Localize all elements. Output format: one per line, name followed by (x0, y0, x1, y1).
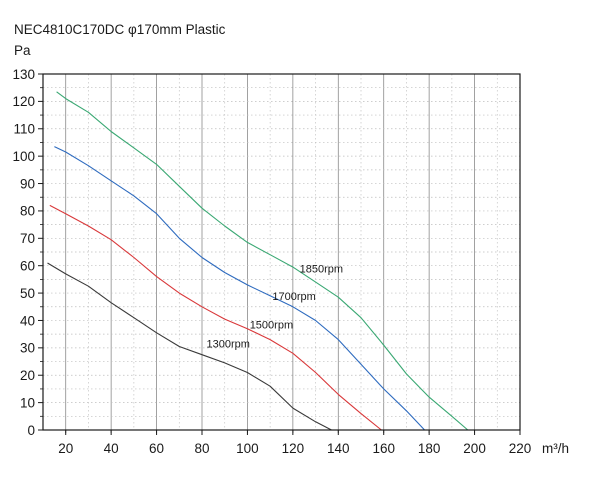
x-tick-label: 100 (236, 441, 259, 456)
y-tick-label: 120 (12, 94, 35, 109)
x-tick-label: 140 (327, 441, 350, 456)
y-tick-label: 50 (20, 286, 35, 301)
y-tick-label: 110 (13, 122, 35, 137)
y-tick-label: 100 (12, 149, 35, 164)
series-line-1700rpm (54, 146, 425, 431)
x-axis-unit: m³/h (542, 441, 569, 456)
y-axis-unit: Pa (14, 43, 31, 58)
series-label-1300rpm: 1300rpm (207, 339, 250, 351)
y-tick-label: 40 (20, 313, 35, 328)
grid-layer (43, 74, 520, 430)
y-tick-label: 90 (20, 176, 35, 191)
label-layer: 20 40 60 80 100 120 140 160 180 200 220 0 10 20 30 40 50… (12, 67, 569, 456)
x-tick-label: 80 (194, 441, 209, 456)
x-tick-label: 20 (58, 441, 73, 456)
y-tick-label: 70 (20, 231, 35, 246)
series-layer (47, 91, 469, 431)
y-tick-label: 10 (20, 395, 35, 410)
axis-layer (38, 73, 521, 435)
x-tick-label: 200 (463, 441, 486, 456)
series-line-1500rpm (49, 204, 382, 431)
series-label-1700rpm: 1700rpm (272, 291, 315, 303)
x-tick-label: 60 (149, 441, 164, 456)
x-tick-label: 120 (282, 441, 305, 456)
series-line-1300rpm (47, 262, 332, 431)
x-tick-label: 180 (418, 441, 441, 456)
x-tick-label: 160 (372, 441, 395, 456)
chart-title: NEC4810C170DC φ170mm Plastic (14, 22, 226, 37)
y-tick-label: 130 (12, 67, 35, 82)
y-tick-label: 0 (27, 423, 35, 438)
y-tick-label: 20 (20, 368, 35, 383)
series-label-1500rpm: 1500rpm (250, 320, 293, 332)
series-line-1850rpm (56, 91, 469, 431)
x-tick-label: 40 (104, 441, 119, 456)
series-label-1850rpm: 1850rpm (300, 263, 343, 275)
y-tick-label: 30 (20, 341, 35, 356)
y-tick-label: 80 (20, 204, 35, 219)
x-tick-label: 220 (509, 441, 532, 456)
y-tick-label: 60 (20, 258, 35, 273)
